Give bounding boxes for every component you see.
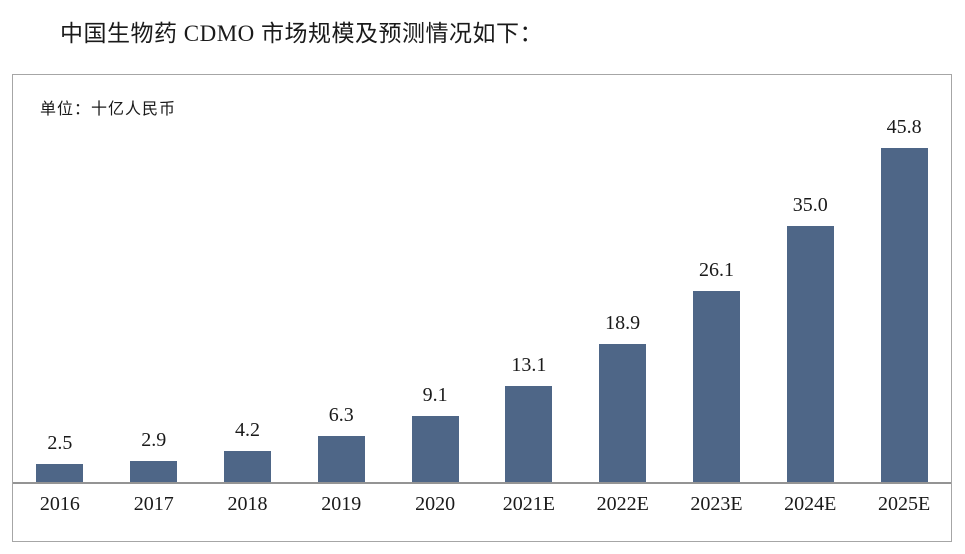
bar-column: 18.9 (576, 313, 670, 482)
chart-panel: 单位：十亿人民币 2.5 2.9 4.2 6.3 9.1 13.1 18.9 26.1 35.0… (12, 74, 952, 542)
x-axis-tick-label: 2019 (321, 493, 362, 515)
bar-value-label: 18.9 (605, 312, 641, 334)
bar (786, 226, 834, 482)
bar-column: 45.8 (857, 117, 951, 482)
bar (317, 436, 365, 482)
x-axis-tick-label: 2016 (39, 493, 80, 515)
bar-value-label: 4.2 (234, 419, 260, 441)
unit-label: 单位：十亿人民币 (40, 101, 177, 118)
bar-value-label: 9.1 (422, 384, 448, 406)
x-axis-tick-label: 2020 (415, 493, 456, 515)
x-axis-tick-label: 2025E (877, 493, 931, 515)
bar-value-label: 45.8 (886, 116, 922, 138)
x-axis-tick-label: 2024E (784, 493, 837, 515)
plot-area: 2.5 2.9 4.2 6.3 9.1 13.1 18.9 26.1 35.0 45.8 (13, 75, 951, 484)
bar-value-label: 2.9 (141, 429, 167, 451)
bar (692, 291, 740, 482)
bar (599, 344, 647, 482)
bar-value-label: 26.1 (698, 259, 734, 281)
bar-column: 6.3 (294, 405, 388, 482)
bar (505, 386, 553, 482)
bar-value-label: 13.1 (511, 354, 547, 376)
bar-column: 4.2 (201, 420, 295, 482)
x-axis-tick-label: 2023E (690, 493, 743, 515)
page-title: 中国生物药 CDMO 市场规模及预测情况如下： (60, 21, 544, 46)
x-axis-tick-label: 2018 (227, 493, 268, 515)
bar-column: 2.5 (13, 433, 107, 482)
bar (880, 148, 928, 482)
bar-column: 9.1 (388, 385, 482, 482)
bar-value-label: 6.3 (328, 404, 354, 426)
bar-column: 35.0 (763, 195, 857, 482)
x-axis-labels: 2016 2017 2018 2019 2020 2021E 2022E 2023E 2024E… (13, 484, 951, 541)
bar (411, 416, 459, 482)
bar-value-label: 2.5 (47, 432, 73, 454)
bar (223, 451, 271, 482)
bar-column: 26.1 (670, 260, 764, 482)
bar-column: 13.1 (482, 355, 576, 482)
x-axis-tick-label: 2017 (133, 493, 174, 515)
x-axis-tick-label: 2021E (502, 493, 555, 515)
x-axis-tick-label: 2022E (596, 493, 649, 515)
bar (130, 461, 178, 482)
bar (36, 464, 84, 482)
bar-column: 2.9 (107, 430, 201, 482)
bar-value-label: 35.0 (792, 194, 828, 216)
